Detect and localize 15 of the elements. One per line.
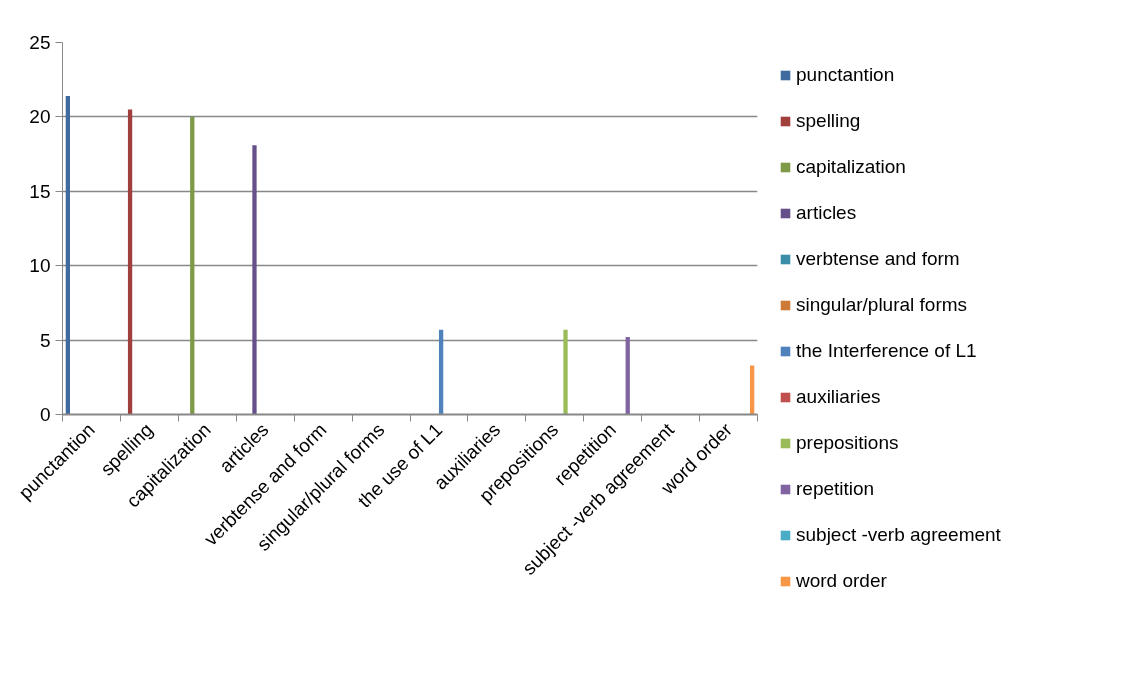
y-tick-label: 20: [29, 106, 51, 128]
legend-label: the Interference of L1: [796, 340, 977, 362]
legend-label: word order: [796, 570, 887, 592]
legend-label: articles: [796, 202, 857, 224]
y-tick-label: 15: [29, 180, 51, 202]
legend-label: punctantion: [796, 64, 895, 86]
y-tick-label: 25: [29, 32, 51, 53]
legend-label: verbtense and form: [796, 248, 960, 270]
legend-label: singular/plural forms: [796, 294, 968, 316]
y-tick-label: 10: [29, 255, 51, 277]
legend-label: auxiliaries: [796, 386, 881, 408]
y-tick-label: 5: [39, 329, 51, 351]
y-tick-label: 0: [39, 404, 51, 425]
legend-label: spelling: [796, 110, 861, 132]
legend-label: capitalization: [796, 156, 906, 178]
